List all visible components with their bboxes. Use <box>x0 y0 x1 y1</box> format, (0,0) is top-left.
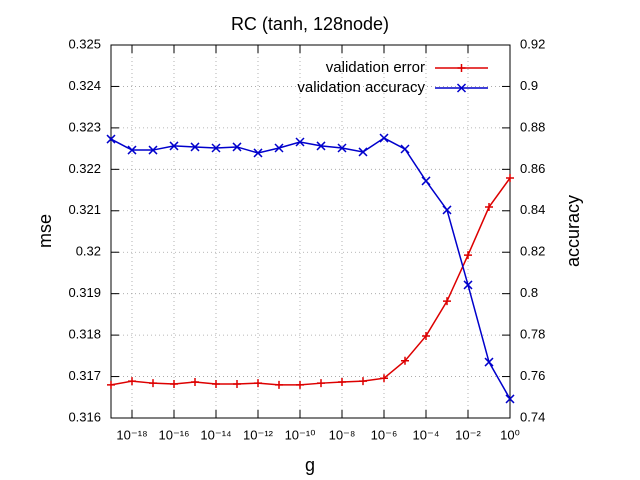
data-point <box>484 357 494 367</box>
data-point <box>253 148 263 158</box>
series-line <box>110 177 511 386</box>
data-point <box>212 380 220 389</box>
data-point <box>358 147 368 157</box>
plot-border <box>110 44 511 419</box>
data-point <box>338 377 346 386</box>
x-tick-label: 10⁻¹² <box>243 427 274 442</box>
data-point <box>254 379 262 388</box>
x-tick-label: 10⁻² <box>455 427 481 442</box>
y-tick-label: 0.321 <box>68 202 101 217</box>
y-tick-label: 0.318 <box>68 327 101 342</box>
data-point <box>401 356 409 365</box>
y2-tick-label: 0.82 <box>520 244 545 259</box>
y2-tick-label: 0.74 <box>520 409 545 424</box>
legend-label: validation accuracy <box>297 79 425 96</box>
data-point <box>296 380 304 389</box>
y2-tick-label: 0.86 <box>520 161 545 176</box>
data-point <box>128 377 136 386</box>
data-point <box>211 143 221 153</box>
data-point <box>127 145 137 155</box>
y2-axis-label: accuracy <box>563 195 583 267</box>
data-point <box>274 143 284 153</box>
data-point <box>506 174 514 183</box>
data-point <box>337 143 347 153</box>
data-point <box>107 380 115 389</box>
data-point <box>379 133 389 143</box>
data-point <box>316 141 326 151</box>
y2-tick-label: 0.78 <box>520 327 545 342</box>
y-tick-label: 0.316 <box>68 409 101 424</box>
data-point <box>148 145 158 155</box>
data-point <box>233 380 241 389</box>
data-point <box>232 142 242 152</box>
data-point <box>359 377 367 386</box>
data-point <box>295 137 305 147</box>
data-point <box>485 203 493 212</box>
series-line <box>110 137 511 400</box>
data-point <box>169 141 179 151</box>
y2-tick-label: 0.8 <box>520 285 538 300</box>
x-tick-label: 10⁰ <box>500 427 520 442</box>
y2-tick-label: 0.76 <box>520 368 545 383</box>
x-tick-label: 10⁻⁶ <box>371 427 398 442</box>
data-point <box>442 205 452 215</box>
y2-tick-label: 0.88 <box>520 119 545 134</box>
y-tick-label: 0.324 <box>68 78 101 93</box>
x-tick-label: 10⁻¹⁸ <box>116 427 147 442</box>
x-tick-label: 10⁻⁴ <box>413 427 440 442</box>
y2-tick-label: 0.92 <box>520 36 545 51</box>
y-tick-label: 0.32 <box>76 244 101 259</box>
data-point <box>191 377 199 386</box>
x-tick-label: 10⁻¹⁰ <box>285 427 316 442</box>
legend-marker <box>457 64 466 72</box>
data-point <box>422 331 430 340</box>
data-point <box>463 280 473 290</box>
y-axis-label: mse <box>35 214 55 248</box>
chart-title: RC (tanh, 128node) <box>231 14 389 34</box>
data-point <box>149 379 157 388</box>
y-tick-label: 0.322 <box>68 161 101 176</box>
legend-label: validation error <box>326 59 425 76</box>
x-axis-label: g <box>305 455 315 475</box>
y-tick-label: 0.323 <box>68 119 101 134</box>
data-point <box>275 380 283 389</box>
y-tick-label: 0.317 <box>68 368 101 383</box>
data-point <box>380 374 388 383</box>
data-point <box>400 144 410 154</box>
data-point <box>106 134 116 144</box>
x-tick-label: 10⁻¹⁶ <box>158 427 189 442</box>
data-point <box>443 297 451 306</box>
data-point <box>421 176 431 186</box>
data-point <box>190 142 200 152</box>
data-point <box>317 379 325 388</box>
x-tick-label: 10⁻⁸ <box>329 427 356 442</box>
y2-tick-label: 0.84 <box>520 202 545 217</box>
x-tick-label: 10⁻¹⁴ <box>200 427 231 442</box>
y-tick-label: 0.325 <box>68 36 101 51</box>
data-point <box>170 380 178 389</box>
legend-marker <box>456 83 467 93</box>
y-tick-label: 0.319 <box>68 285 101 300</box>
data-point <box>464 251 472 260</box>
y2-tick-label: 0.9 <box>520 78 538 93</box>
data-point <box>505 394 515 404</box>
